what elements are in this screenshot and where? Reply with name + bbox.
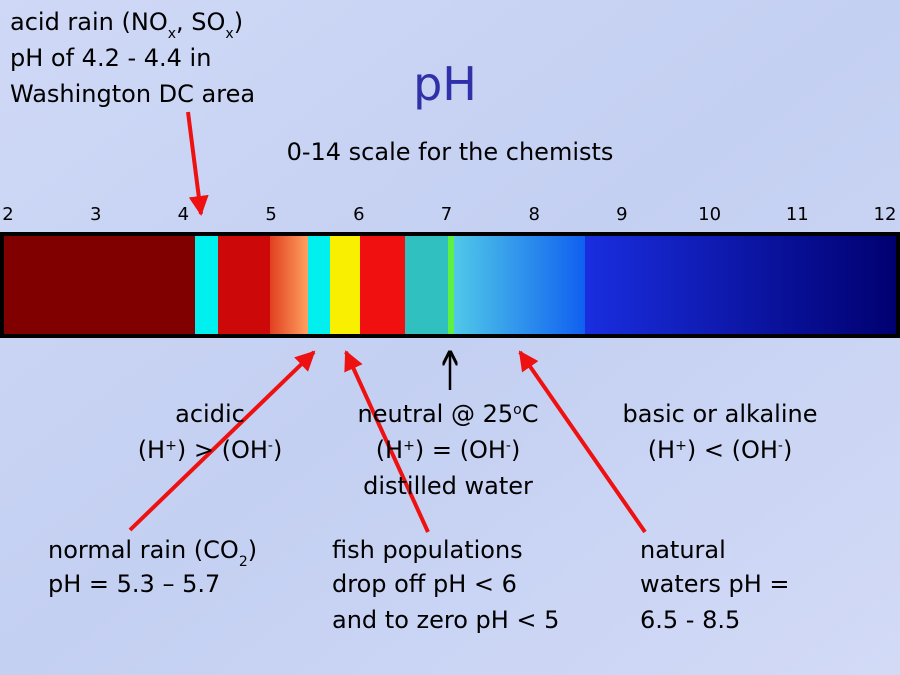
scale-label: 7 — [441, 204, 452, 225]
text-run: neutral @ 25 — [358, 400, 514, 428]
ph-bar — [0, 232, 900, 338]
text-line: drop off pH < 6 — [332, 570, 517, 598]
scale-label: 5 — [265, 204, 276, 225]
scale-label: 2 — [2, 204, 13, 225]
text-run: (H — [376, 436, 403, 464]
text-run: ) — [234, 8, 243, 36]
scale-label: 11 — [786, 204, 809, 225]
text-line: waters pH = — [640, 570, 790, 598]
scale-label: 4 — [178, 204, 189, 225]
scale-label: 10 — [698, 204, 721, 225]
script-text: + — [165, 438, 177, 454]
script-text: x — [225, 26, 233, 42]
text-line: neutral @ 25oC — [358, 400, 539, 428]
subtitle: 0-14 scale for the chemists — [287, 138, 614, 166]
text-line: pH of 4.2 - 4.4 in — [10, 44, 211, 72]
text-line: acid rain (NOx, SOx) — [10, 8, 243, 42]
text-run: , SO — [176, 8, 225, 36]
script-text: - — [268, 438, 273, 454]
text-line: basic or alkaline — [623, 400, 818, 428]
title: pH — [413, 57, 477, 111]
text-run: ) > (OH — [177, 436, 268, 464]
scale-label: 6 — [353, 204, 364, 225]
text-line: 6.5 - 8.5 — [640, 606, 740, 634]
text-run: ) — [248, 536, 257, 564]
text-line: (H+) > (OH-) — [138, 436, 283, 464]
script-text: + — [675, 438, 687, 454]
text-run: ) — [273, 436, 282, 464]
text-run: (H — [648, 436, 675, 464]
text-run: acid rain (NO — [10, 8, 168, 36]
text-run: normal rain (CO — [48, 536, 239, 564]
script-text: - — [778, 438, 783, 454]
script-text: x — [168, 26, 176, 42]
text-run: ) < (OH — [687, 436, 778, 464]
text-line: acidic — [175, 400, 245, 428]
text-line: normal rain (CO2) — [48, 536, 257, 570]
text-line: pH = 5.3 – 5.7 — [48, 570, 220, 598]
text-run: ) — [783, 436, 792, 464]
text-line: distilled water — [363, 472, 533, 500]
script-text: + — [403, 438, 415, 454]
text-run: ) — [511, 436, 520, 464]
text-line: (H+) < (OH-) — [648, 436, 793, 464]
text-run: (H — [138, 436, 165, 464]
text-run: ) = (OH — [415, 436, 506, 464]
arrows — [128, 111, 647, 534]
scale-label: 8 — [528, 204, 539, 225]
text-line: and to zero pH < 5 — [332, 606, 559, 634]
scale-label: 9 — [616, 204, 627, 225]
script-text: o — [513, 402, 522, 418]
script-text: - — [506, 438, 511, 454]
scale-label: 12 — [874, 204, 897, 225]
script-text: 2 — [239, 554, 248, 570]
text-line: (H+) = (OH-) — [376, 436, 521, 464]
text-run: C — [522, 400, 539, 428]
text-line: natural — [640, 536, 726, 564]
text-line: Washington DC area — [10, 80, 255, 108]
text-line: fish populations — [332, 536, 523, 564]
scale-label: 3 — [90, 204, 101, 225]
